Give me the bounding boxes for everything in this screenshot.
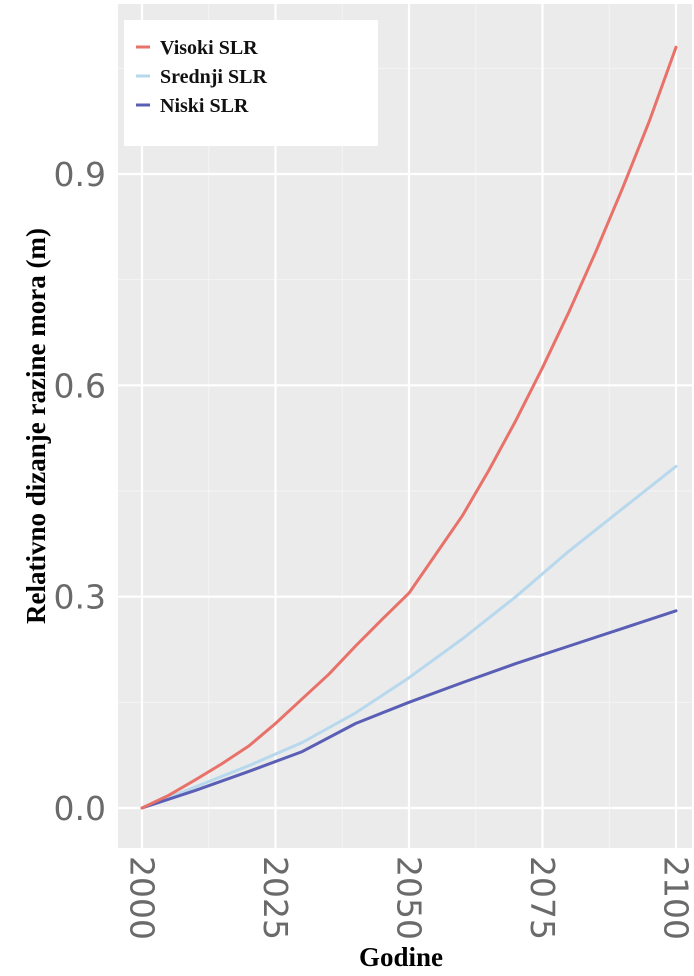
y-tick-label: 0.0: [54, 789, 106, 828]
y-axis-title: Relativno dizanje razine mora (m): [21, 228, 51, 624]
legend-label: Niski SLR: [160, 95, 249, 117]
y-tick-label: 0.6: [54, 366, 106, 405]
legend-box: [124, 20, 378, 146]
y-tick-label: 0.9: [54, 155, 106, 194]
x-tick-label: 2075: [523, 856, 562, 940]
x-axis-title: Godine: [359, 942, 443, 972]
x-tick-label: 2050: [390, 856, 429, 940]
legend-label: Srednji SLR: [160, 66, 267, 88]
x-tick-label: 2100: [657, 856, 694, 940]
x-tick-label: 2025: [256, 856, 295, 940]
y-tick-label: 0.3: [54, 578, 106, 617]
series-line-2: [140, 609, 678, 810]
y-tick-labels: 0.0 0.3 0.6 0.9: [54, 155, 106, 828]
legend: Visoki SLR Srednji SLR Niski SLR: [124, 20, 378, 146]
series-line-1: [140, 464, 678, 810]
series-line-0: [140, 45, 678, 810]
legend-label: Visoki SLR: [160, 37, 258, 59]
x-tick-label: 2000: [123, 856, 162, 940]
series-lines: [140, 45, 678, 810]
x-tick-labels: 2000 2025 2050 2075 2100: [123, 856, 694, 940]
